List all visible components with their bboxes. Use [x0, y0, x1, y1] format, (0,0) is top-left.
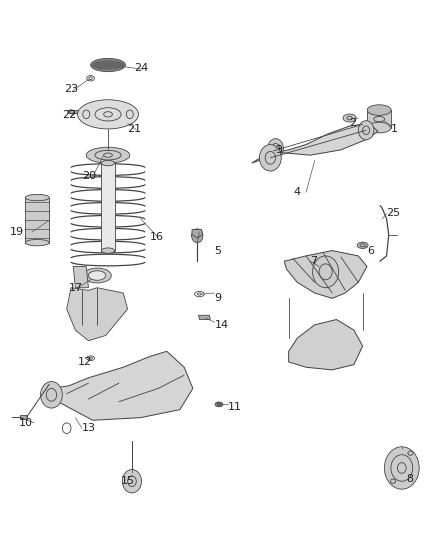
Ellipse shape [83, 268, 111, 283]
Text: 15: 15 [121, 477, 135, 486]
Ellipse shape [25, 239, 49, 246]
Polygon shape [198, 316, 210, 319]
Polygon shape [43, 351, 193, 420]
Polygon shape [252, 123, 378, 163]
Text: 20: 20 [82, 172, 96, 181]
Text: 17: 17 [69, 282, 83, 293]
Ellipse shape [367, 105, 391, 115]
Polygon shape [367, 110, 391, 127]
Text: 3: 3 [276, 145, 283, 155]
Ellipse shape [215, 402, 223, 407]
Ellipse shape [88, 271, 106, 280]
Text: 19: 19 [10, 227, 24, 237]
Circle shape [268, 139, 283, 158]
Text: 22: 22 [62, 110, 77, 120]
Ellipse shape [91, 59, 125, 71]
Text: 1: 1 [391, 124, 398, 134]
Polygon shape [69, 110, 78, 113]
Text: 24: 24 [134, 63, 148, 72]
Polygon shape [192, 229, 202, 238]
Ellipse shape [102, 160, 115, 166]
Circle shape [385, 447, 419, 489]
Text: 5: 5 [215, 246, 222, 256]
Circle shape [358, 120, 374, 140]
Ellipse shape [92, 60, 124, 70]
Polygon shape [289, 319, 363, 370]
Text: 7: 7 [311, 256, 318, 266]
Ellipse shape [367, 122, 391, 133]
Ellipse shape [78, 100, 138, 129]
Polygon shape [73, 266, 88, 288]
Polygon shape [67, 288, 127, 341]
Circle shape [41, 382, 62, 408]
Polygon shape [25, 198, 49, 243]
Circle shape [122, 470, 141, 493]
Ellipse shape [86, 147, 130, 163]
Text: 14: 14 [215, 320, 229, 330]
Ellipse shape [357, 242, 368, 248]
Polygon shape [284, 251, 367, 298]
Text: 8: 8 [406, 474, 413, 483]
Circle shape [191, 229, 203, 243]
Ellipse shape [391, 479, 396, 483]
Text: 25: 25 [387, 208, 401, 219]
Text: 4: 4 [293, 187, 300, 197]
Ellipse shape [408, 451, 413, 455]
Text: 21: 21 [127, 124, 142, 134]
Polygon shape [20, 415, 27, 419]
Text: 11: 11 [228, 402, 242, 412]
Text: 16: 16 [149, 232, 163, 243]
Circle shape [313, 256, 339, 288]
Text: 23: 23 [64, 84, 79, 94]
Ellipse shape [102, 248, 115, 253]
Circle shape [259, 144, 281, 171]
Text: 2: 2 [350, 118, 357, 128]
Polygon shape [102, 163, 115, 251]
Text: 6: 6 [367, 246, 374, 256]
Text: 10: 10 [19, 418, 33, 428]
Text: 13: 13 [82, 423, 96, 433]
Text: 9: 9 [215, 293, 222, 303]
Ellipse shape [25, 195, 49, 201]
Ellipse shape [343, 114, 356, 122]
Text: 12: 12 [78, 357, 92, 367]
